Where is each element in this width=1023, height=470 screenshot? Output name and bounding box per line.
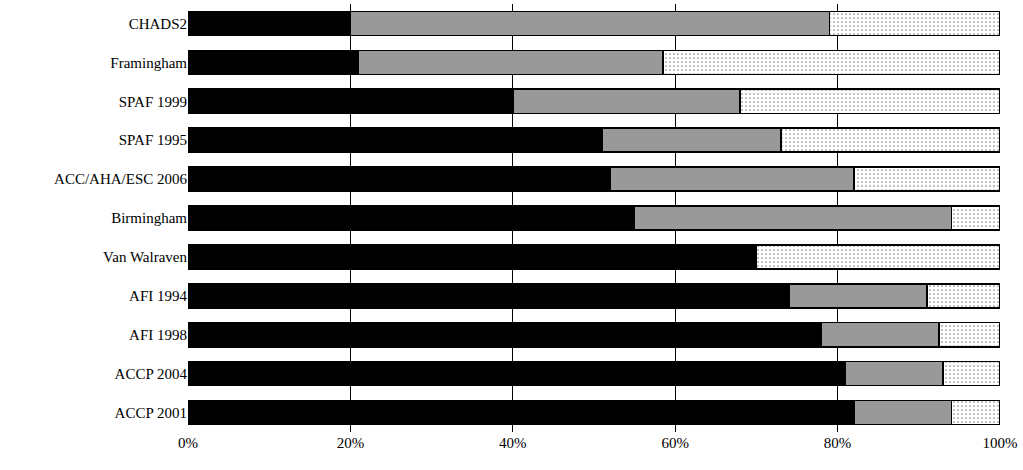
svg-text:AFI 1994: AFI 1994 [129,288,187,304]
svg-text:ACCP 2001: ACCP 2001 [115,405,187,421]
svg-text:40%: 40% [499,435,527,451]
svg-text:20%: 20% [337,435,365,451]
svg-text:Van Walraven: Van Walraven [103,249,187,265]
svg-text:ACC/AHA/ESC 2006: ACC/AHA/ESC 2006 [54,171,187,187]
svg-text:Birmingham: Birmingham [111,210,187,226]
svg-text:SPAF 1999: SPAF 1999 [119,94,187,110]
svg-text:Framingham: Framingham [110,55,187,71]
svg-text:SPAF 1995: SPAF 1995 [119,132,187,148]
svg-text:0%: 0% [178,435,198,451]
svg-text:ACCP 2004: ACCP 2004 [115,366,188,382]
svg-text:80%: 80% [824,435,852,451]
svg-text:AFI 1998: AFI 1998 [129,327,187,343]
svg-text:100%: 100% [983,435,1018,451]
svg-text:CHADS2: CHADS2 [129,16,187,32]
svg-text:60%: 60% [661,435,689,451]
